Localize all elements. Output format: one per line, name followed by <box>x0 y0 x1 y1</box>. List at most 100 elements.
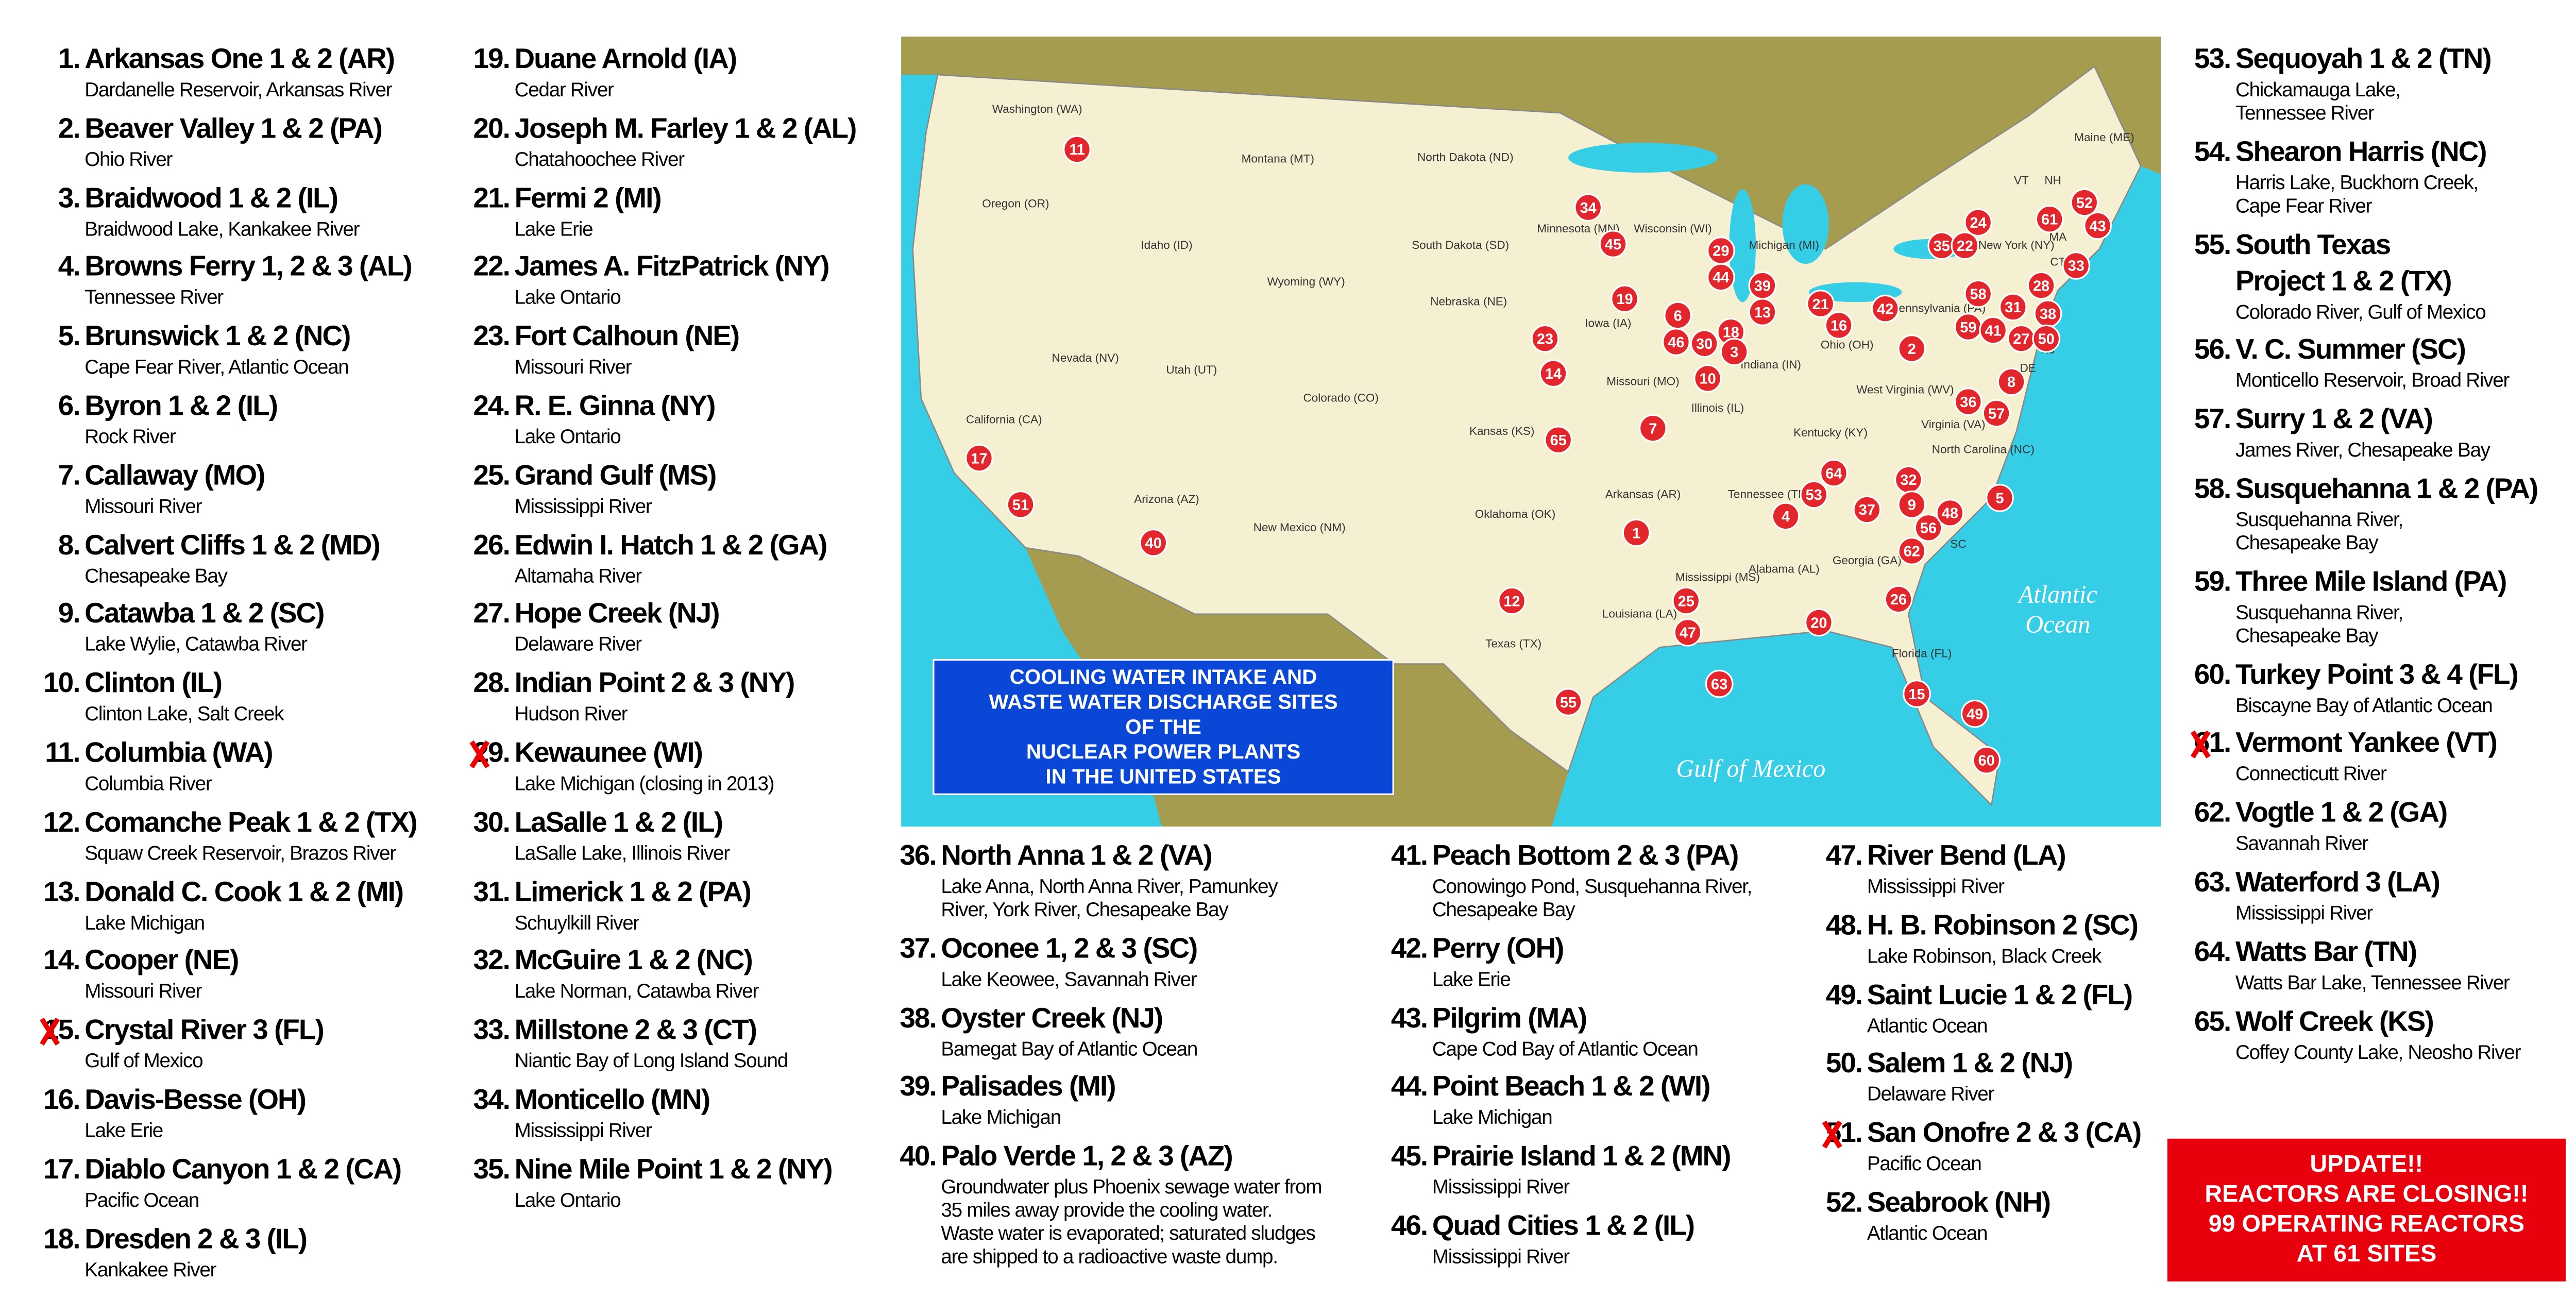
update-box: UPDATE!! REACTORS ARE CLOSING!! 99 OPERATI… <box>2167 1138 2566 1282</box>
plant-body: Duane Arnold (IA) Cedar River <box>515 42 738 102</box>
plant-marker: 61 <box>2035 205 2064 233</box>
marker-dot <box>1805 608 1833 637</box>
plant-number: 8. <box>58 529 81 561</box>
marker-label: 53 <box>1806 487 1822 503</box>
plant-body: Edwin I. Hatch 1 & 2 (GA) Altamaha River <box>515 527 828 587</box>
plant-number: 32. <box>473 945 511 977</box>
plant-number: 20. <box>473 112 511 144</box>
plant-body: Palisades (MI) Lake Michigan <box>941 1070 1116 1130</box>
state-label: Iowa (IA) <box>1585 317 1631 330</box>
marker-label: 45 <box>1605 237 1621 253</box>
plant-body: Monticello (MN) Mississippi River <box>514 1082 711 1142</box>
plant-marker: 37 <box>1853 495 1882 524</box>
plant-body: Byron 1 & 2 (IL) Rock River <box>84 389 278 448</box>
plant-body: Salem 1 & 2 (NJ) Delaware River <box>1867 1047 2073 1106</box>
plant-number: 62. <box>2194 797 2231 829</box>
plant-body: Vermont Yankee (VT) Connecticutt River <box>2235 726 2498 786</box>
plant-body: Cooper (NE) Missouri River <box>84 944 239 1003</box>
plant-marker: 10 <box>1693 364 1722 393</box>
water-source: Mississippi River <box>514 1118 652 1142</box>
plant-marker: 26 <box>1884 585 1913 614</box>
state-label: West Virginia (WV) <box>1856 383 1954 396</box>
plant-marker: 59 <box>1954 313 1982 341</box>
water-source: Lake Ontario <box>514 286 621 310</box>
plant-name: Susquehanna 1 & 2 (PA) <box>2235 473 2538 505</box>
plant-body: Hope Creek (NJ) Delaware River <box>515 597 720 656</box>
plant-name: Beaver Valley 1 & 2 (PA) <box>84 112 383 144</box>
plant-marker: 15 <box>1903 680 1931 708</box>
marker-label: 25 <box>1678 593 1694 610</box>
plant-body: Waterford 3 (LA) Mississippi River <box>2235 865 2441 924</box>
plant-entry: 64. Watts Bar (TN) Watts Bar Lake, Tenness… <box>2181 934 2538 994</box>
plant-marker: 39 <box>1748 271 1777 300</box>
state-label: Kentucky (KY) <box>1793 426 1868 439</box>
plant-name: Waterford 3 (LA) <box>2235 866 2441 898</box>
plant-number: 40. <box>900 1140 937 1172</box>
plant-number: 55. <box>2194 228 2231 260</box>
ocean-label: Atlantic Ocean <box>2018 582 2097 639</box>
plant-entry: 8. Calvert Cliffs 1 & 2 (MD) Chesapeake Ba… <box>30 527 417 587</box>
marker-label: 58 <box>1970 286 1987 302</box>
water-source: Bamegat Bay of Atlantic Ocean <box>941 1036 1198 1060</box>
plant-marker: 29 <box>1707 237 1735 265</box>
state-label: Georgia (GA) <box>1833 554 1902 567</box>
marker-label: 26 <box>1890 592 1907 608</box>
water-source: Mississippi River <box>514 494 652 518</box>
state-label: Maine (ME) <box>2074 131 2134 144</box>
plant-number: 9. <box>58 598 81 630</box>
plant-number: 16. <box>43 1084 80 1116</box>
plant-name: North Anna 1 & 2 (VA) <box>941 839 1212 872</box>
marker-label: 40 <box>1145 535 1162 552</box>
update-line: AT 61 SITES <box>2296 1241 2437 1268</box>
plant-body: Arkansas One 1 & 2 (AR) Dardanelle Reserv… <box>84 42 395 102</box>
marker-dot <box>1897 537 1926 565</box>
plant-number: 60. <box>2194 658 2231 690</box>
plant-marker: 22 <box>1951 231 1979 260</box>
plant-number: 46. <box>1391 1210 1428 1242</box>
plant-number: 6. <box>58 390 81 422</box>
plant-number: 15. <box>30 1013 84 1072</box>
plant-marker: 58 <box>1964 279 1993 308</box>
plant-body: Indian Point 2 & 3 (NY) Hudson River <box>515 666 795 726</box>
plant-number: 23. <box>473 321 511 352</box>
state-label: Kansas (KS) <box>1469 425 1534 437</box>
marker-dot <box>1599 230 1628 258</box>
plant-entry: 19. Duane Arnold (IA) Cedar River <box>460 42 856 102</box>
plant-name: Catawba 1 & 2 (SC) <box>84 598 325 630</box>
plant-entry: 44. Point Beach 1 & 2 (WI) Lake Michigan <box>1378 1070 1752 1130</box>
plant-number: 44. <box>1391 1071 1428 1103</box>
plant-marker: 3 <box>1720 338 1749 366</box>
plant-marker: 50 <box>2032 324 2061 353</box>
marker-label: 47 <box>1680 625 1696 642</box>
plant-marker: 30 <box>1690 329 1719 358</box>
plant-marker: 7 <box>1638 414 1667 443</box>
state-label: South Dakota (SD) <box>1412 239 1509 251</box>
state-label: Illinois (IL) <box>1691 401 1744 414</box>
marker-label: 30 <box>1696 336 1713 352</box>
marker-label: 33 <box>2068 258 2084 275</box>
marker-dot <box>1914 513 1943 542</box>
plant-body: V. C. Summer (SC) Monticello Reservoir, B… <box>2235 332 2510 393</box>
marker-label: 2 <box>1908 341 1916 358</box>
marker-dot <box>1638 414 1667 443</box>
plant-number: 53. <box>2194 43 2231 75</box>
plant-entry: 9. Catawba 1 & 2 (SC) Lake Wylie, Catawba … <box>30 597 417 656</box>
water-source: Susquehanna River, Chesapeake Bay <box>2235 600 2403 647</box>
water-source: Ohio River <box>84 147 173 171</box>
marker-dot <box>965 444 993 473</box>
marker-label: 27 <box>2013 331 2029 347</box>
state-label: New York (NY) <box>1978 239 2055 251</box>
marker-label: 19 <box>1616 291 1633 308</box>
plant-number: 61. <box>2181 726 2235 786</box>
plant-name: Seabrook (NH) <box>1867 1187 2051 1219</box>
marker-label: 4 <box>1782 509 1790 525</box>
state-label: Wisconsin (WI) <box>1634 222 1711 235</box>
plant-name: Callaway (MO) <box>84 459 265 491</box>
plant-body: H. B. Robinson 2 (SC) Lake Robinson, Blac… <box>1867 907 2139 968</box>
plant-entry: 63. Waterford 3 (LA) Mississippi River <box>2181 865 2538 924</box>
plant-number: 36. <box>900 839 937 872</box>
plant-number: 14. <box>43 945 80 977</box>
state-label: Louisiana (LA) <box>1602 607 1677 620</box>
plant-name: Crystal River 3 (FL) <box>84 1014 324 1046</box>
plant-number: 65. <box>2194 1005 2231 1037</box>
